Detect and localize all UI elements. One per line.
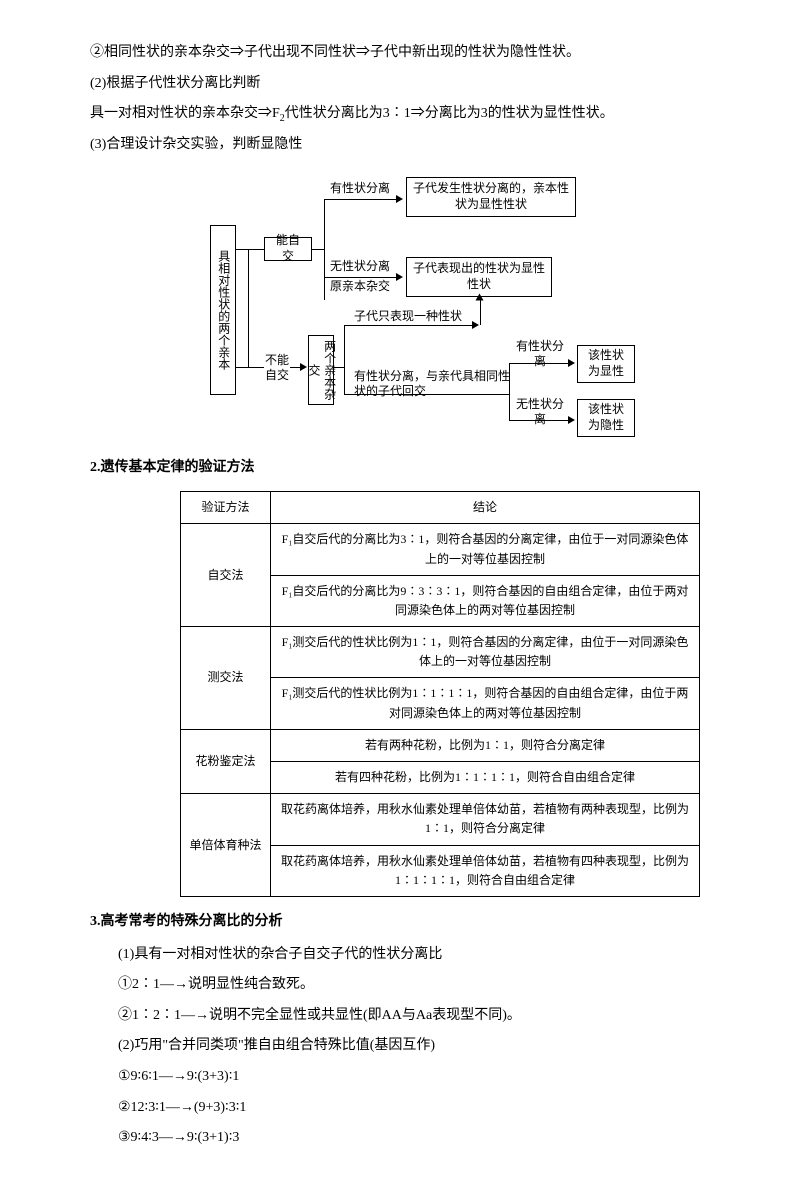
para-f2-ratio: 具一对相对性状的亲本杂交⇒F2代性状分离比为3∶1⇒分离比为3的性状为显性性状。 (90, 101, 720, 128)
fc-one-trait: 子代只表现一种性状 (354, 309, 462, 325)
m-testcross: 测交法 (181, 627, 271, 730)
fc-result1: 子代发生性状分离的，亲本性状为显性性状 (406, 177, 576, 217)
sec3-p7: ③9∶4∶3—→9∶(3+1)∶3 (90, 1125, 720, 1152)
fc-has-seg2: 有性状分离 (516, 339, 564, 370)
fc-can-self: 能自交 (264, 237, 312, 261)
fc-result4: 该性状为隐性 (577, 399, 635, 437)
verify-table: 验证方法 结论 自交法 F₁自交后代的分离比为3∶1，则符合基因的分离定律，由位… (180, 491, 700, 897)
f2-text-b: 代性状分离比为3∶1⇒分离比为3的性状为显性性状。 (285, 106, 614, 121)
para-design-cross: (3)合理设计杂交实验，判断显隐性 (90, 132, 720, 159)
sec3-p3: ②1∶2∶1—→说明不完全显性或共显性(即AA与Aa表现型不同)。 (90, 1003, 720, 1030)
fc-result2: 子代表现出的性状为显性性状 (406, 257, 552, 297)
sec3-p1: (1)具有一对相对性状的杂合子自交子代的性状分离比 (90, 942, 720, 969)
m-pollen: 花粉鉴定法 (181, 729, 271, 793)
m-haploid: 单倍体育种法 (181, 794, 271, 897)
c4a: 取花药离体培养，用秋水仙素处理单倍体幼苗，若植物有两种表现型，比例为1∶1，则符… (271, 794, 700, 845)
fc-has-seg: 有性状分离 (330, 181, 390, 197)
c2b: F₁测交后代的性状比例为1∶1∶1∶1，则符合基因的自由组合定律，由位于两对同源… (271, 678, 700, 729)
fc-two-cross: 两个亲本杂交 (308, 335, 334, 405)
fc-no-seg: 无性状分离 (330, 259, 390, 275)
c4b: 取花药离体培养，用秋水仙素处理单倍体幼苗，若植物有四种表现型，比例为1∶1∶1∶… (271, 845, 700, 896)
th-conclusion: 结论 (271, 492, 700, 524)
sec3-title: 3.高考常考的特殊分离比的分析 (90, 909, 720, 936)
c3a: 若有两种花粉，比例为1∶1，则符合分离定律 (271, 729, 700, 761)
flowchart: 具相对性状的两个亲本 能自交 有性状分离 无性状分离 原亲本杂交 子代发生性状分… (210, 177, 720, 437)
m-selfcross: 自交法 (181, 524, 271, 627)
sec3-p4: (2)巧用"合并同类项"推自由组合特殊比值(基因互作) (90, 1033, 720, 1060)
c2a: F₁测交后代的性状比例为1∶1，则符合基因的分离定律，由位于一对同源染色体上的一… (271, 627, 700, 678)
sec3-p5: ①9∶6∶1—→9∶(3+3)∶1 (90, 1064, 720, 1091)
th-method: 验证方法 (181, 492, 271, 524)
c1a: F₁自交后代的分离比为3∶1，则符合基因的分离定律，由位于一对同源染色体上的一对… (271, 524, 700, 575)
para-same-traits: ②相同性状的亲本杂交⇒子代出现不同性状⇒子代中新出现的性状为隐性性状。 (90, 40, 720, 67)
f2-text-a: 具一对相对性状的亲本杂交⇒F (90, 106, 280, 121)
fc-cannot-self: 不能自交 (262, 353, 292, 384)
sec3-p6: ②12∶3∶1—→(9+3)∶3∶1 (90, 1095, 720, 1122)
sec2-title: 2.遗传基本定律的验证方法 (90, 455, 720, 482)
sec3-p2: ①2∶1—→说明显性纯合致死。 (90, 972, 720, 999)
fc-orig-cross: 原亲本杂交 (330, 279, 390, 295)
fc-root: 具相对性状的两个亲本 (210, 225, 236, 395)
para-by-ratio: (2)根据子代性状分离比判断 (90, 71, 720, 98)
fc-no-seg2: 无性状分离 (516, 397, 564, 428)
fc-result3: 该性状为显性 (577, 345, 635, 383)
c3b: 若有四种花粉，比例为1∶1∶1∶1，则符合自由组合定律 (271, 762, 700, 794)
c1b: F₁自交后代的分离比为9∶3∶3∶1，则符合基因的自由组合定律，由位于两对同源染… (271, 575, 700, 626)
fc-seg-back: 有性状分离，与亲代具相同性状的子代回交 (354, 369, 514, 400)
